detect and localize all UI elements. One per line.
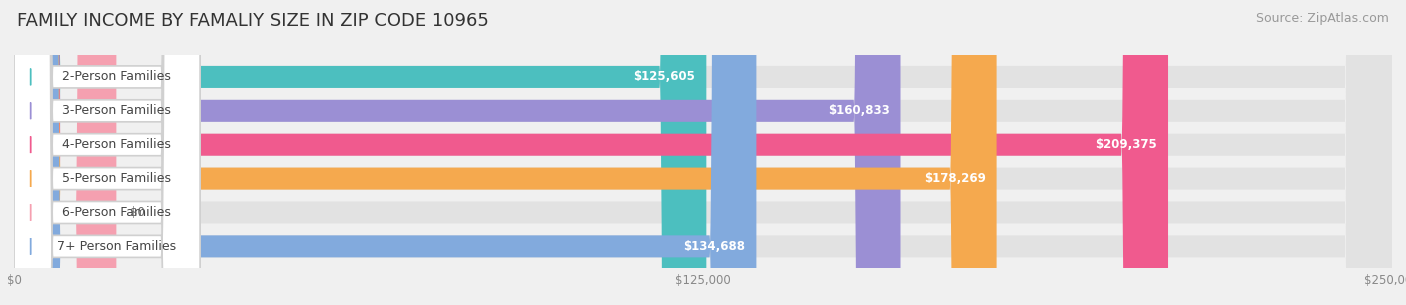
- FancyBboxPatch shape: [14, 0, 1392, 305]
- Text: 3-Person Families: 3-Person Families: [62, 104, 170, 117]
- Text: 4-Person Families: 4-Person Families: [62, 138, 170, 151]
- Text: $178,269: $178,269: [924, 172, 986, 185]
- FancyBboxPatch shape: [14, 0, 200, 305]
- FancyBboxPatch shape: [14, 0, 900, 305]
- FancyBboxPatch shape: [14, 0, 117, 305]
- FancyBboxPatch shape: [14, 0, 1392, 305]
- Text: FAMILY INCOME BY FAMALIY SIZE IN ZIP CODE 10965: FAMILY INCOME BY FAMALIY SIZE IN ZIP COD…: [17, 12, 489, 30]
- FancyBboxPatch shape: [14, 0, 200, 305]
- FancyBboxPatch shape: [14, 0, 756, 305]
- Text: 5-Person Families: 5-Person Families: [62, 172, 172, 185]
- FancyBboxPatch shape: [14, 0, 200, 305]
- Text: 2-Person Families: 2-Person Families: [62, 70, 170, 84]
- FancyBboxPatch shape: [14, 0, 1392, 305]
- Text: $134,688: $134,688: [683, 240, 745, 253]
- Text: Source: ZipAtlas.com: Source: ZipAtlas.com: [1256, 12, 1389, 25]
- FancyBboxPatch shape: [14, 0, 200, 305]
- Text: 7+ Person Families: 7+ Person Families: [56, 240, 176, 253]
- FancyBboxPatch shape: [14, 0, 200, 305]
- Text: $160,833: $160,833: [828, 104, 890, 117]
- FancyBboxPatch shape: [14, 0, 1392, 305]
- Text: $209,375: $209,375: [1095, 138, 1157, 151]
- FancyBboxPatch shape: [14, 0, 1168, 305]
- FancyBboxPatch shape: [14, 0, 997, 305]
- FancyBboxPatch shape: [14, 0, 200, 305]
- FancyBboxPatch shape: [14, 0, 1392, 305]
- Text: 6-Person Families: 6-Person Families: [62, 206, 170, 219]
- Text: $0: $0: [131, 206, 145, 219]
- Text: $125,605: $125,605: [634, 70, 696, 84]
- FancyBboxPatch shape: [14, 0, 1392, 305]
- FancyBboxPatch shape: [14, 0, 706, 305]
